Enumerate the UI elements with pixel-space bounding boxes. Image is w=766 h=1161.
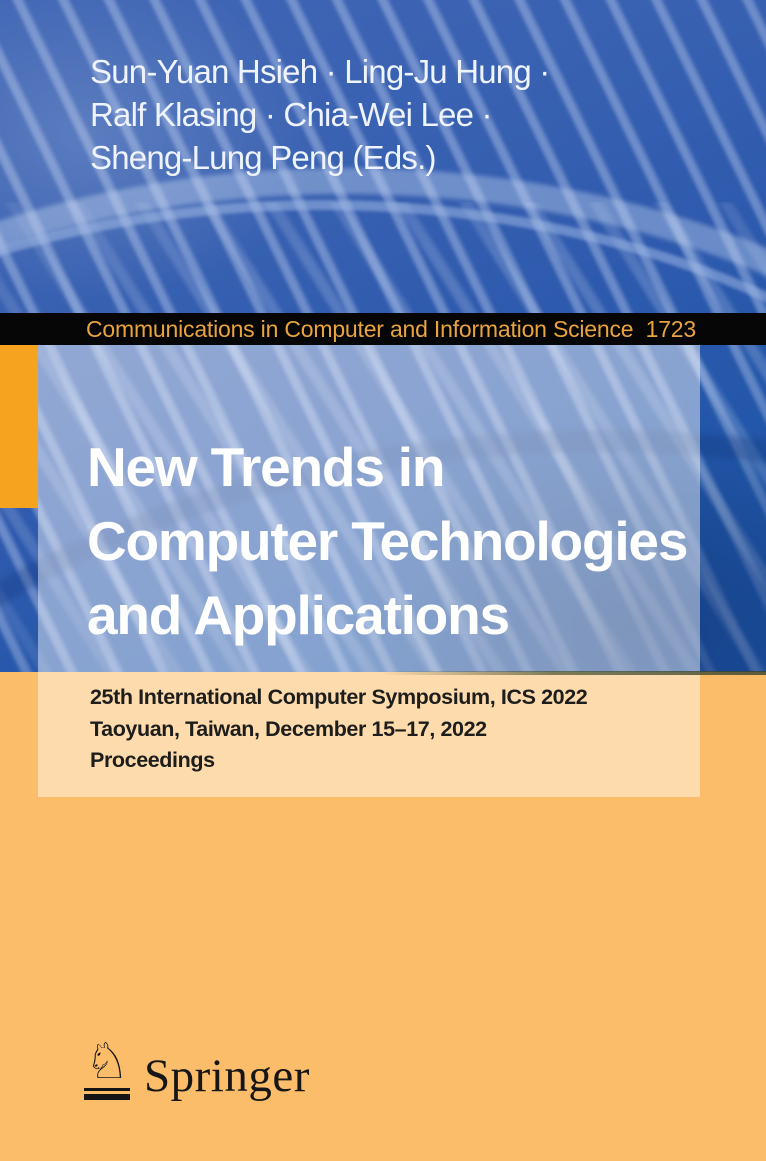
title-panel (38, 345, 700, 797)
publisher-logo: ♘ Springer (84, 1036, 310, 1100)
subtitle-line-2: Taoyuan, Taiwan, December 15–17, 2022 (90, 716, 487, 741)
publisher-name: Springer (144, 1050, 310, 1102)
book-title-line-2: Computer Technologies (87, 510, 688, 572)
editors-line-3: Sheng-Lung Peng (Eds.) (90, 139, 436, 176)
subtitle-line-3: Proceedings (90, 748, 215, 772)
series-name: Communications in Computer and Informati… (86, 315, 634, 342)
book-subtitle: 25th International Computer Symposium, I… (90, 682, 588, 777)
background-arc-highlight (0, 200, 766, 672)
section-divider-line (380, 671, 766, 675)
series-banner: Communications in Computer and Informati… (0, 313, 766, 345)
book-title-line-3: and Applications (87, 584, 510, 646)
editors-names: Sun-Yuan Hsieh · Ling-Ju Hung · Ralf Kla… (90, 50, 550, 179)
series-color-tab (0, 345, 38, 508)
springer-horse-icon: ♘ (84, 1036, 130, 1100)
book-title: New Trends in Computer Technologies and … (87, 430, 688, 652)
logo-underline-thick (84, 1094, 130, 1100)
background-bottom-orange (0, 672, 766, 1161)
book-title-line-1: New Trends in (87, 436, 445, 498)
series-volume: 1723 (645, 315, 697, 342)
subtitle-line-1: 25th International Computer Symposium, I… (90, 685, 588, 709)
editors-line-1: Sun-Yuan Hsieh · Ling-Ju Hung · (90, 53, 550, 90)
logo-underline-thin (84, 1088, 130, 1091)
chess-knight-icon: ♘ (84, 1032, 130, 1090)
editors-line-2: Ralf Klasing · Chia-Wei Lee · (90, 96, 493, 133)
